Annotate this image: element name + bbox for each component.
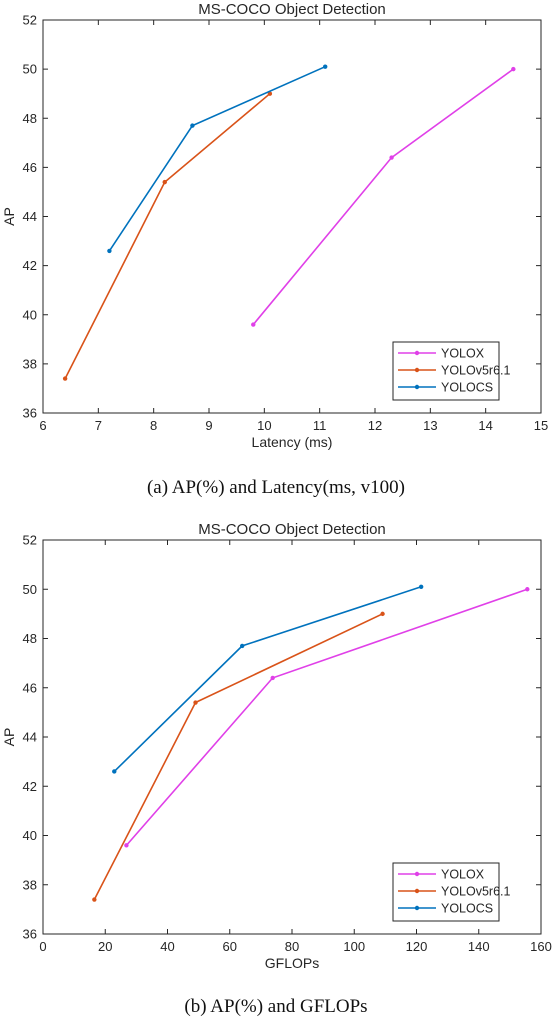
latency-chart: MS-COCO Object Detection 6 7 8 9 10 11 12 13 14 15… — [1, 1, 548, 450]
data-point — [323, 64, 328, 69]
y-tick-label: 44 — [23, 730, 37, 745]
caption-a: (a) AP(%) and Latency(ms, v100) — [146, 477, 405, 498]
x-tick-label: 15 — [534, 418, 548, 433]
x-tick-label: 20 — [98, 939, 112, 954]
y-tick-label: 36 — [23, 927, 37, 942]
x-tick-label: 12 — [368, 418, 382, 433]
y-tick-label: 52 — [23, 533, 37, 548]
legend-marker — [414, 905, 420, 911]
x-tick-label: 8 — [150, 418, 157, 433]
legend-box — [392, 862, 500, 922]
chart-title: MS-COCO Object Detection — [198, 521, 386, 538]
x-tick-label: 14 — [478, 418, 492, 433]
legend-marker — [414, 871, 420, 877]
data-point — [162, 179, 167, 185]
data-point — [112, 769, 117, 774]
legend-label: YOLOCS — [441, 381, 493, 395]
data-point — [251, 322, 256, 327]
y-tick-label: 40 — [23, 828, 37, 843]
y-tick-label: 48 — [23, 111, 37, 126]
legend-marker — [414, 384, 420, 390]
y-tick-label: 46 — [23, 160, 37, 175]
series-line — [64, 93, 271, 379]
series-line — [252, 68, 514, 326]
data-point — [270, 675, 275, 681]
x-tick-label: 9 — [205, 418, 212, 433]
data-point — [389, 155, 394, 160]
y-tick-label: 38 — [23, 356, 37, 371]
y-tick-label: 40 — [23, 307, 37, 322]
legend-box — [392, 341, 500, 401]
x-tick-label: 100 — [343, 939, 365, 954]
legend-label: YOLOCS — [441, 902, 493, 916]
y-axis-label: AP — [1, 728, 17, 747]
y-tick-label: 50 — [23, 582, 37, 597]
legend-label: YOLOX — [441, 347, 485, 361]
legend-label: YOLOv5r6.1 — [441, 885, 511, 899]
y-tick-label: 42 — [23, 258, 37, 273]
y-tick-label: 38 — [23, 877, 37, 892]
data-point — [92, 897, 97, 902]
series-line — [113, 586, 422, 773]
x-tick-label: 120 — [406, 939, 428, 954]
legend-marker — [414, 888, 420, 894]
data-point — [525, 587, 530, 592]
x-tick-label: 7 — [95, 418, 102, 433]
x-tick-label: 11 — [313, 418, 327, 433]
x-tick-label: 13 — [423, 418, 437, 433]
data-point — [62, 376, 68, 381]
gflops-chart: MS-COCO Object Detection 0 20 40 60 80 100 120 1… — [1, 521, 552, 971]
legend-marker — [414, 367, 420, 373]
data-point — [107, 248, 112, 254]
series-line — [108, 65, 326, 252]
legend-label: YOLOv5r6.1 — [441, 364, 511, 378]
series-line — [93, 613, 383, 900]
data-point — [190, 123, 195, 128]
y-tick-label: 50 — [23, 62, 37, 77]
x-tick-label: 6 — [39, 418, 46, 433]
data-point — [380, 611, 385, 617]
legend-label: YOLOX — [441, 868, 485, 882]
x-axis-label: GFLOPs — [265, 955, 319, 971]
data-point — [240, 643, 245, 649]
y-axis-label: AP — [1, 207, 17, 226]
series-line — [125, 588, 528, 846]
data-point — [418, 584, 424, 589]
data-point — [124, 843, 129, 848]
y-tick-label: 36 — [23, 406, 37, 421]
legend-marker — [414, 350, 420, 356]
chart-title: MS-COCO Object Detection — [198, 1, 386, 18]
data-point — [193, 700, 198, 705]
x-tick-label: 0 — [39, 939, 46, 954]
data-point — [511, 66, 516, 72]
x-tick-label: 10 — [257, 418, 271, 433]
x-axis-label: Latency (ms) — [252, 434, 333, 450]
x-tick-label: 160 — [530, 939, 552, 954]
y-tick-label: 42 — [23, 779, 37, 794]
x-tick-label: 140 — [468, 939, 490, 954]
x-tick-label: 40 — [160, 939, 174, 954]
x-tick-label: 80 — [285, 939, 299, 954]
caption-b: (b) AP(%) and GFLOPs — [184, 996, 368, 1017]
y-tick-label: 52 — [23, 13, 37, 28]
y-tick-label: 44 — [23, 209, 37, 224]
y-tick-label: 48 — [23, 631, 37, 646]
x-tick-label: 60 — [223, 939, 237, 954]
y-tick-label: 46 — [23, 680, 37, 695]
